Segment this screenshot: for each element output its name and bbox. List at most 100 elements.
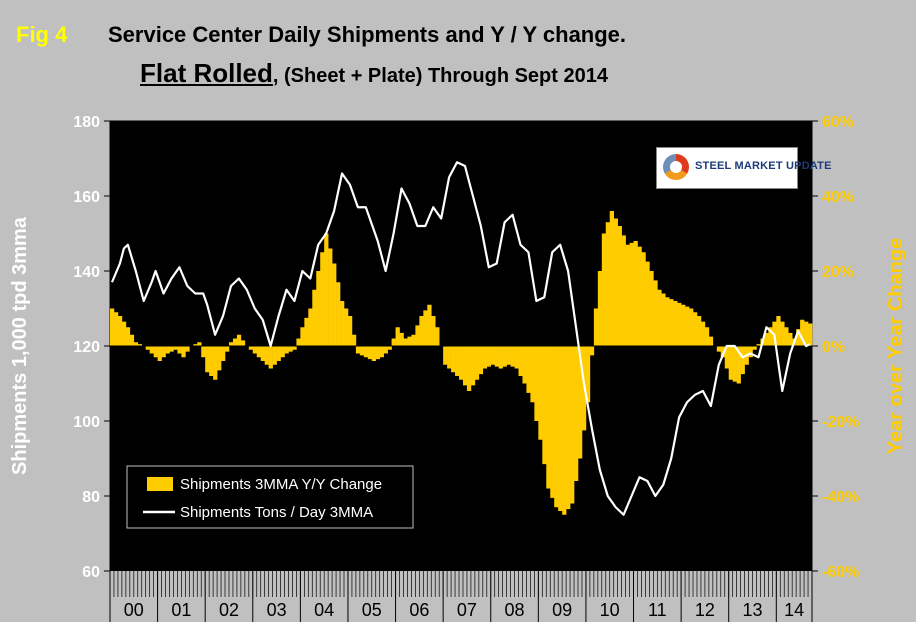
yy-bar [768,327,773,346]
yy-bar [704,327,710,346]
yy-bar [300,327,305,346]
yy-bar [316,271,321,346]
yy-bar [359,346,365,356]
yy-bar [784,327,789,346]
left-tick-label: 180 [73,114,100,131]
yy-bar [347,316,353,346]
yy-bar [720,346,726,358]
yy-bar [435,327,440,346]
yy-bar [351,334,357,346]
yy-bar [605,222,611,346]
x-tick-label: 04 [314,600,334,620]
yy-bar [264,346,269,365]
yy-bar [165,346,170,354]
legend-bar-swatch [147,477,173,491]
yy-bar [510,346,515,367]
yy-bar [280,346,285,358]
yy-bar [193,344,198,347]
yy-bar [554,346,559,508]
yy-bar [110,308,115,346]
yy-bar [415,325,420,347]
yy-bar [462,346,468,386]
yy-bar [804,321,809,347]
yy-bar [201,346,206,358]
yy-bar [621,235,626,347]
yy-bar [209,346,214,376]
yy-bar [399,332,404,347]
yy-bar [776,316,781,346]
right-tick-label: -40% [822,489,859,506]
yy-bar [213,346,218,380]
bar-series [110,211,813,515]
yy-bar [363,346,369,358]
yy-bar [284,346,289,354]
yy-bar [673,301,678,346]
left-tick-label: 100 [73,414,100,431]
yy-bar [197,342,202,346]
yy-bar [724,346,730,369]
yy-bar [427,304,432,346]
yy-bar [482,346,488,369]
yy-bar [538,346,543,440]
shipments-line [110,161,811,516]
yy-bar [728,346,733,380]
yy-bar [601,233,607,346]
yy-bar [240,340,246,347]
legend-box [126,465,414,529]
yy-bar [613,218,618,346]
yy-bar [546,346,551,489]
legend-line-label: Shipments Tons / Day 3MMA [180,504,373,521]
legend: Shipments 3MMA Y/Y Change Shipments Tons … [126,465,414,529]
yy-bar [649,271,654,346]
x-axis-band [110,571,812,622]
yy-bar [459,346,464,380]
steel-market-update-logo: STEEL MARKET UPDATE [656,147,831,189]
yy-bar [296,338,301,346]
yy-bar [677,302,682,347]
yy-bar [355,346,361,354]
yy-bar [625,244,630,346]
yy-bar [506,346,511,365]
yy-bar [669,299,674,347]
yy-bar [578,346,583,459]
yy-bar [570,346,575,504]
x-tick-label: 11 [648,600,667,620]
yy-bar [332,263,337,346]
yy-bar [308,308,313,346]
yy-bar [518,346,523,376]
chart-title-line1: Service Center Daily Shipments and Y / Y… [108,22,627,47]
x-tick-label: 10 [600,600,620,620]
yy-bar [260,346,265,361]
yy-bar [153,346,158,358]
header-band [0,0,916,112]
yy-bar [764,332,769,347]
yy-bar [716,346,722,352]
yy-bar [593,308,599,346]
yy-bar [379,346,384,358]
yy-bar [681,304,686,346]
logo-swirl-icon [663,154,689,180]
yy-bar [367,346,373,360]
yy-bar [320,252,325,346]
yy-bar [486,346,492,367]
yy-bar [641,252,646,346]
x-tick-label: 03 [267,600,287,620]
right-tick-label: 60% [822,114,854,131]
chart-title-main: Flat Rolled [140,58,273,88]
left-axis-band [0,112,110,622]
yy-bar [693,312,698,346]
yy-bar [665,297,670,346]
yy-bar [609,211,614,346]
yy-bar [796,329,801,347]
yy-bar [748,346,753,358]
right-tick-label: 20% [822,264,854,281]
yy-bar [752,346,757,350]
yy-bar [478,346,484,375]
yy-bar [502,346,507,367]
left-tick-label: 140 [73,264,100,281]
yy-bar [177,346,182,354]
yy-bar [221,346,226,361]
yy-bar [526,346,531,393]
yy-bar [256,346,262,358]
